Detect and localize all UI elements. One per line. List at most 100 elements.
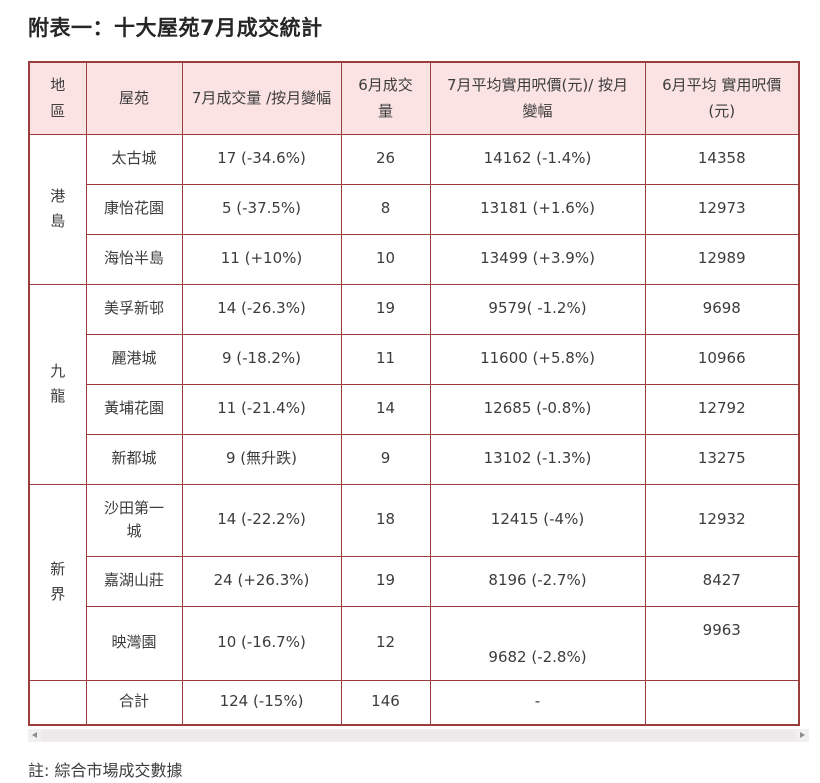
jul-volume-cell: 17 (-34.6%) <box>181 133 342 185</box>
jun-price-cell: 9963 <box>644 605 800 681</box>
region-label: 九龍 <box>50 361 66 406</box>
estate-label: 嘉湖山莊 <box>103 571 164 590</box>
table-row: 麗港城 9 (-18.2%) 11 11600 (+5.8%) 10966 <box>29 333 800 385</box>
jun-volume-cell: 26 <box>340 133 431 185</box>
estate-label: 沙田第一城 <box>103 498 164 540</box>
estate-label: 海怡半島 <box>103 249 164 268</box>
jul-price-cell: 13499 (+3.9%) <box>429 233 646 285</box>
jun-volume-cell: 146 <box>340 679 431 726</box>
table-row: 康怡花園 5 (-37.5%) 8 13181 (+1.6%) 12973 <box>29 183 800 235</box>
jul-price-cell: 9579( -1.2%) <box>429 283 646 335</box>
column-header: 屋苑 <box>85 61 183 135</box>
table-row: 新界 沙田第一城 14 (-22.2%) 18 12415 (-4%) 12932 <box>28 483 800 681</box>
scroll-right-arrow-icon[interactable] <box>800 732 805 738</box>
jul-volume-cell: 9 (無升跌) <box>181 433 342 485</box>
stats-table: 地區 屋苑 7月成交量 /按月變幅 6月成交量 7月平均實用呎價(元)/ 按月變幅 6月平… <box>28 61 800 726</box>
jul-volume-cell: 11 (+10%) <box>181 233 342 285</box>
region-cell: 新界 <box>28 483 87 681</box>
estate-label: 麗港城 <box>111 349 157 368</box>
jul-price-cell: 11600 (+5.8%) <box>429 333 646 385</box>
horizontal-scrollbar[interactable] <box>28 729 809 742</box>
estate-cell: 康怡花園 <box>85 183 183 235</box>
estate-label: 黃埔花園 <box>103 399 164 418</box>
jul-volume-cell: 14 (-22.2%) <box>181 483 342 557</box>
jul-volume-cell: 9 (-18.2%) <box>181 333 342 385</box>
region-cell: 港島 <box>28 133 87 285</box>
column-header: 7月平均實用呎價(元)/ 按月變幅 <box>429 61 646 135</box>
jun-volume-cell: 19 <box>340 283 431 335</box>
jun-volume-cell: 8 <box>340 183 431 235</box>
jul-price-cell: 12415 (-4%) <box>429 483 646 557</box>
jun-volume-cell: 19 <box>340 555 431 607</box>
scrollbar-thumb[interactable] <box>41 730 796 741</box>
jul-price-cell: 12685 (-0.8%) <box>429 383 646 435</box>
jul-price-cell: 8196 (-2.7%) <box>429 555 646 607</box>
jul-volume-cell: 24 (+26.3%) <box>181 555 342 607</box>
table-row: 海怡半島 11 (+10%) 10 13499 (+3.9%) 12989 <box>29 233 800 285</box>
estate-cell: 太古城 <box>85 133 183 185</box>
table-row: 九龍 美孚新邨 14 (-26.3%) 19 9579( -1.2%) 9698 <box>28 283 800 485</box>
estate-label: 美孚新邨 <box>103 299 164 318</box>
table-row: 黃埔花園 11 (-21.4%) 14 12685 (-0.8%) 12792 <box>29 383 800 435</box>
jul-price-cell: 9682 (-2.8%) <box>429 605 646 681</box>
column-header-label: 7月平均實用呎價(元)/ 按月變幅 <box>446 76 629 121</box>
jul-volume-cell: 11 (-21.4%) <box>181 383 342 435</box>
total-row: 合計 124 (-15%) 146- <box>28 679 800 726</box>
jun-price-cell: 13275 <box>644 433 800 485</box>
jul-volume-cell: 10 (-16.7%) <box>181 605 342 681</box>
jun-price-cell: 12932 <box>644 483 800 557</box>
estate-cell: 麗港城 <box>85 333 183 385</box>
estate-cell: 海怡半島 <box>85 233 183 285</box>
estate-label: 映灣園 <box>111 633 157 652</box>
table-header: 地區 屋苑 7月成交量 /按月變幅 6月成交量 7月平均實用呎價(元)/ 按月變幅 6月平… <box>28 61 800 135</box>
estate-cell: 黃埔花園 <box>85 383 183 435</box>
column-header: 7月成交量 /按月變幅 <box>181 61 342 135</box>
table-row: 新都城 9 (無升跌) 9 13102 (-1.3%) 13275 <box>29 433 800 485</box>
column-header: 6月成交量 <box>340 61 431 135</box>
column-header: 地區 <box>28 61 87 135</box>
jun-price-cell <box>644 679 800 726</box>
estate-cell: 新都城 <box>85 433 183 485</box>
jun-volume-cell: 18 <box>340 483 431 557</box>
column-header: 6月平均 實用呎價(元) <box>644 61 800 135</box>
jul-price-cell: 13181 (+1.6%) <box>429 183 646 235</box>
jul-price-cell: 13102 (-1.3%) <box>429 433 646 485</box>
estate-label: 康怡花園 <box>103 199 164 218</box>
region-label: 港島 <box>50 186 66 231</box>
jun-price-cell: 10966 <box>644 333 800 385</box>
column-header-label: 7月成交量 /按月變幅 <box>191 89 332 108</box>
region-cell: 九龍 <box>28 283 87 485</box>
table-row: 映灣園 10 (-16.7%) 12 9682 (-2.8%) 9963 <box>29 605 800 681</box>
jun-price-cell: 14358 <box>644 133 800 185</box>
estate-cell: 合計 <box>85 679 183 726</box>
jun-volume-cell: 11 <box>340 333 431 385</box>
column-header-label: 6月平均 實用呎價(元) <box>662 76 782 121</box>
estate-cell: 美孚新邨 <box>85 283 183 335</box>
estate-cell: 映灣園 <box>85 605 183 681</box>
jun-volume-cell: 10 <box>340 233 431 285</box>
estate-label: 太古城 <box>111 149 157 168</box>
column-header-label: 地區 <box>50 76 66 121</box>
footnote: 註: 綜合市場成交數據 <box>28 761 183 780</box>
table-row: 港島 太古城 17 (-34.6%) 26 14162 (-1.4%) 14358 <box>28 133 800 285</box>
jun-price-cell: 12792 <box>644 383 800 435</box>
jun-volume-cell: 12 <box>340 605 431 681</box>
jun-price-cell: 12989 <box>644 233 800 285</box>
jun-volume-cell: 9 <box>340 433 431 485</box>
region-cell <box>28 679 87 726</box>
jun-price-cell: 8427 <box>644 555 800 607</box>
page-title: 附表一：十大屋苑7月成交統計 <box>28 16 323 40</box>
jul-volume-cell: 124 (-15%) <box>181 679 342 726</box>
jun-price-cell: 9698 <box>644 283 800 335</box>
header-row: 地區 屋苑 7月成交量 /按月變幅 6月成交量 7月平均實用呎價(元)/ 按月變幅 6月平… <box>28 61 800 135</box>
region-label: 新界 <box>50 559 66 604</box>
jul-volume-cell: 14 (-26.3%) <box>181 283 342 335</box>
estate-label: 新都城 <box>111 449 157 468</box>
jul-price-cell: - <box>429 679 646 726</box>
estate-cell: 嘉湖山莊 <box>85 555 183 607</box>
table-container[interactable]: 地區 屋苑 7月成交量 /按月變幅 6月成交量 7月平均實用呎價(元)/ 按月變幅 6月平… <box>28 61 800 726</box>
jun-price-cell: 12973 <box>644 183 800 235</box>
scroll-left-arrow-icon[interactable] <box>32 732 37 738</box>
estate-cell: 沙田第一城 <box>85 483 183 557</box>
